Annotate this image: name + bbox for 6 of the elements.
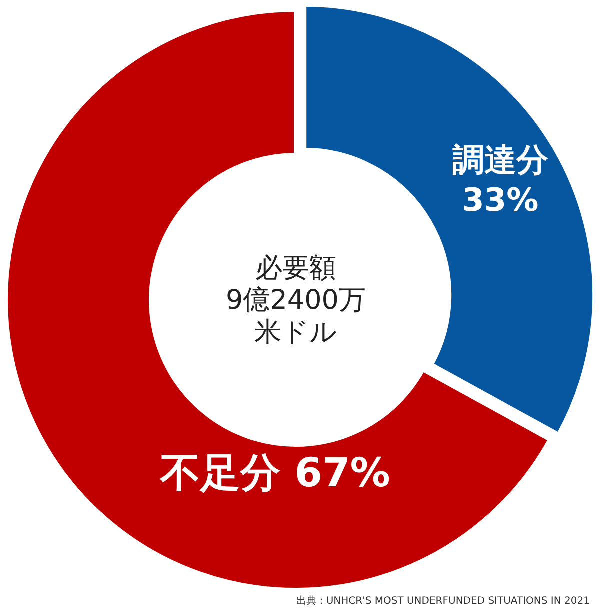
data-label: 33% (462, 181, 539, 220)
slice-label: 不足分 67% (160, 450, 390, 497)
slice-label: 調達分 (452, 141, 548, 180)
text: 9億2400万米ドル (226, 285, 366, 348)
source-note: 出典：UNHCR'S MOST UNDERFUNDED SITUATIONS IN 2021 (296, 595, 590, 607)
text: 必要額 (256, 253, 336, 284)
